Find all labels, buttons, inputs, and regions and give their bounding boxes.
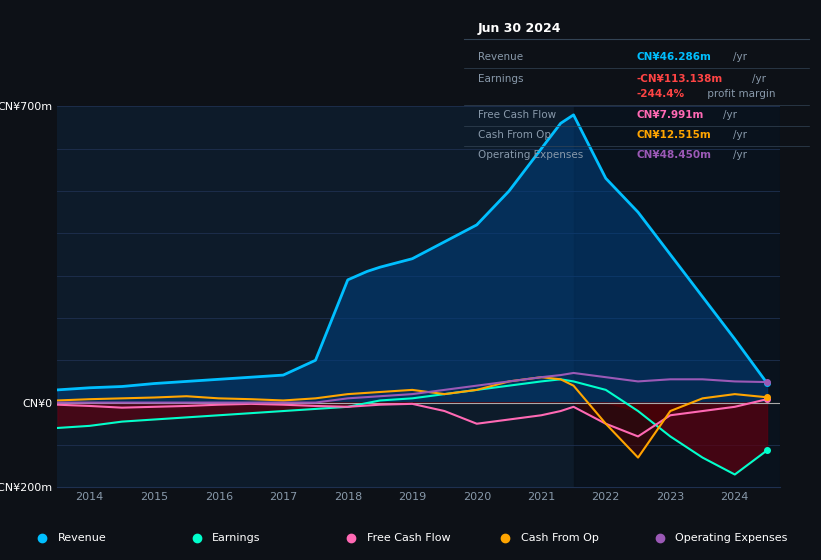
- Text: /yr: /yr: [733, 52, 747, 62]
- Text: -CN¥113.138m: -CN¥113.138m: [636, 73, 722, 83]
- Text: Free Cash Flow: Free Cash Flow: [478, 110, 556, 120]
- Text: Cash From Op: Cash From Op: [478, 130, 551, 140]
- Text: CN¥48.450m: CN¥48.450m: [636, 151, 711, 161]
- Text: CN¥46.286m: CN¥46.286m: [636, 52, 711, 62]
- Text: profit margin: profit margin: [704, 89, 775, 99]
- Text: Revenue: Revenue: [57, 533, 107, 543]
- Text: -244.4%: -244.4%: [636, 89, 685, 99]
- Text: Operating Expenses: Operating Expenses: [675, 533, 787, 543]
- Text: CN¥12.515m: CN¥12.515m: [636, 130, 711, 140]
- Text: /yr: /yr: [752, 73, 766, 83]
- Text: Earnings: Earnings: [212, 533, 260, 543]
- Text: Jun 30 2024: Jun 30 2024: [478, 22, 562, 35]
- Text: Operating Expenses: Operating Expenses: [478, 151, 583, 161]
- Text: /yr: /yr: [733, 130, 747, 140]
- Bar: [574, 106, 780, 487]
- Text: Revenue: Revenue: [478, 52, 523, 62]
- Text: CN¥7.991m: CN¥7.991m: [636, 110, 704, 120]
- Text: Free Cash Flow: Free Cash Flow: [366, 533, 450, 543]
- Text: Cash From Op: Cash From Op: [521, 533, 599, 543]
- Text: /yr: /yr: [733, 151, 747, 161]
- Text: /yr: /yr: [723, 110, 737, 120]
- Text: Earnings: Earnings: [478, 73, 523, 83]
